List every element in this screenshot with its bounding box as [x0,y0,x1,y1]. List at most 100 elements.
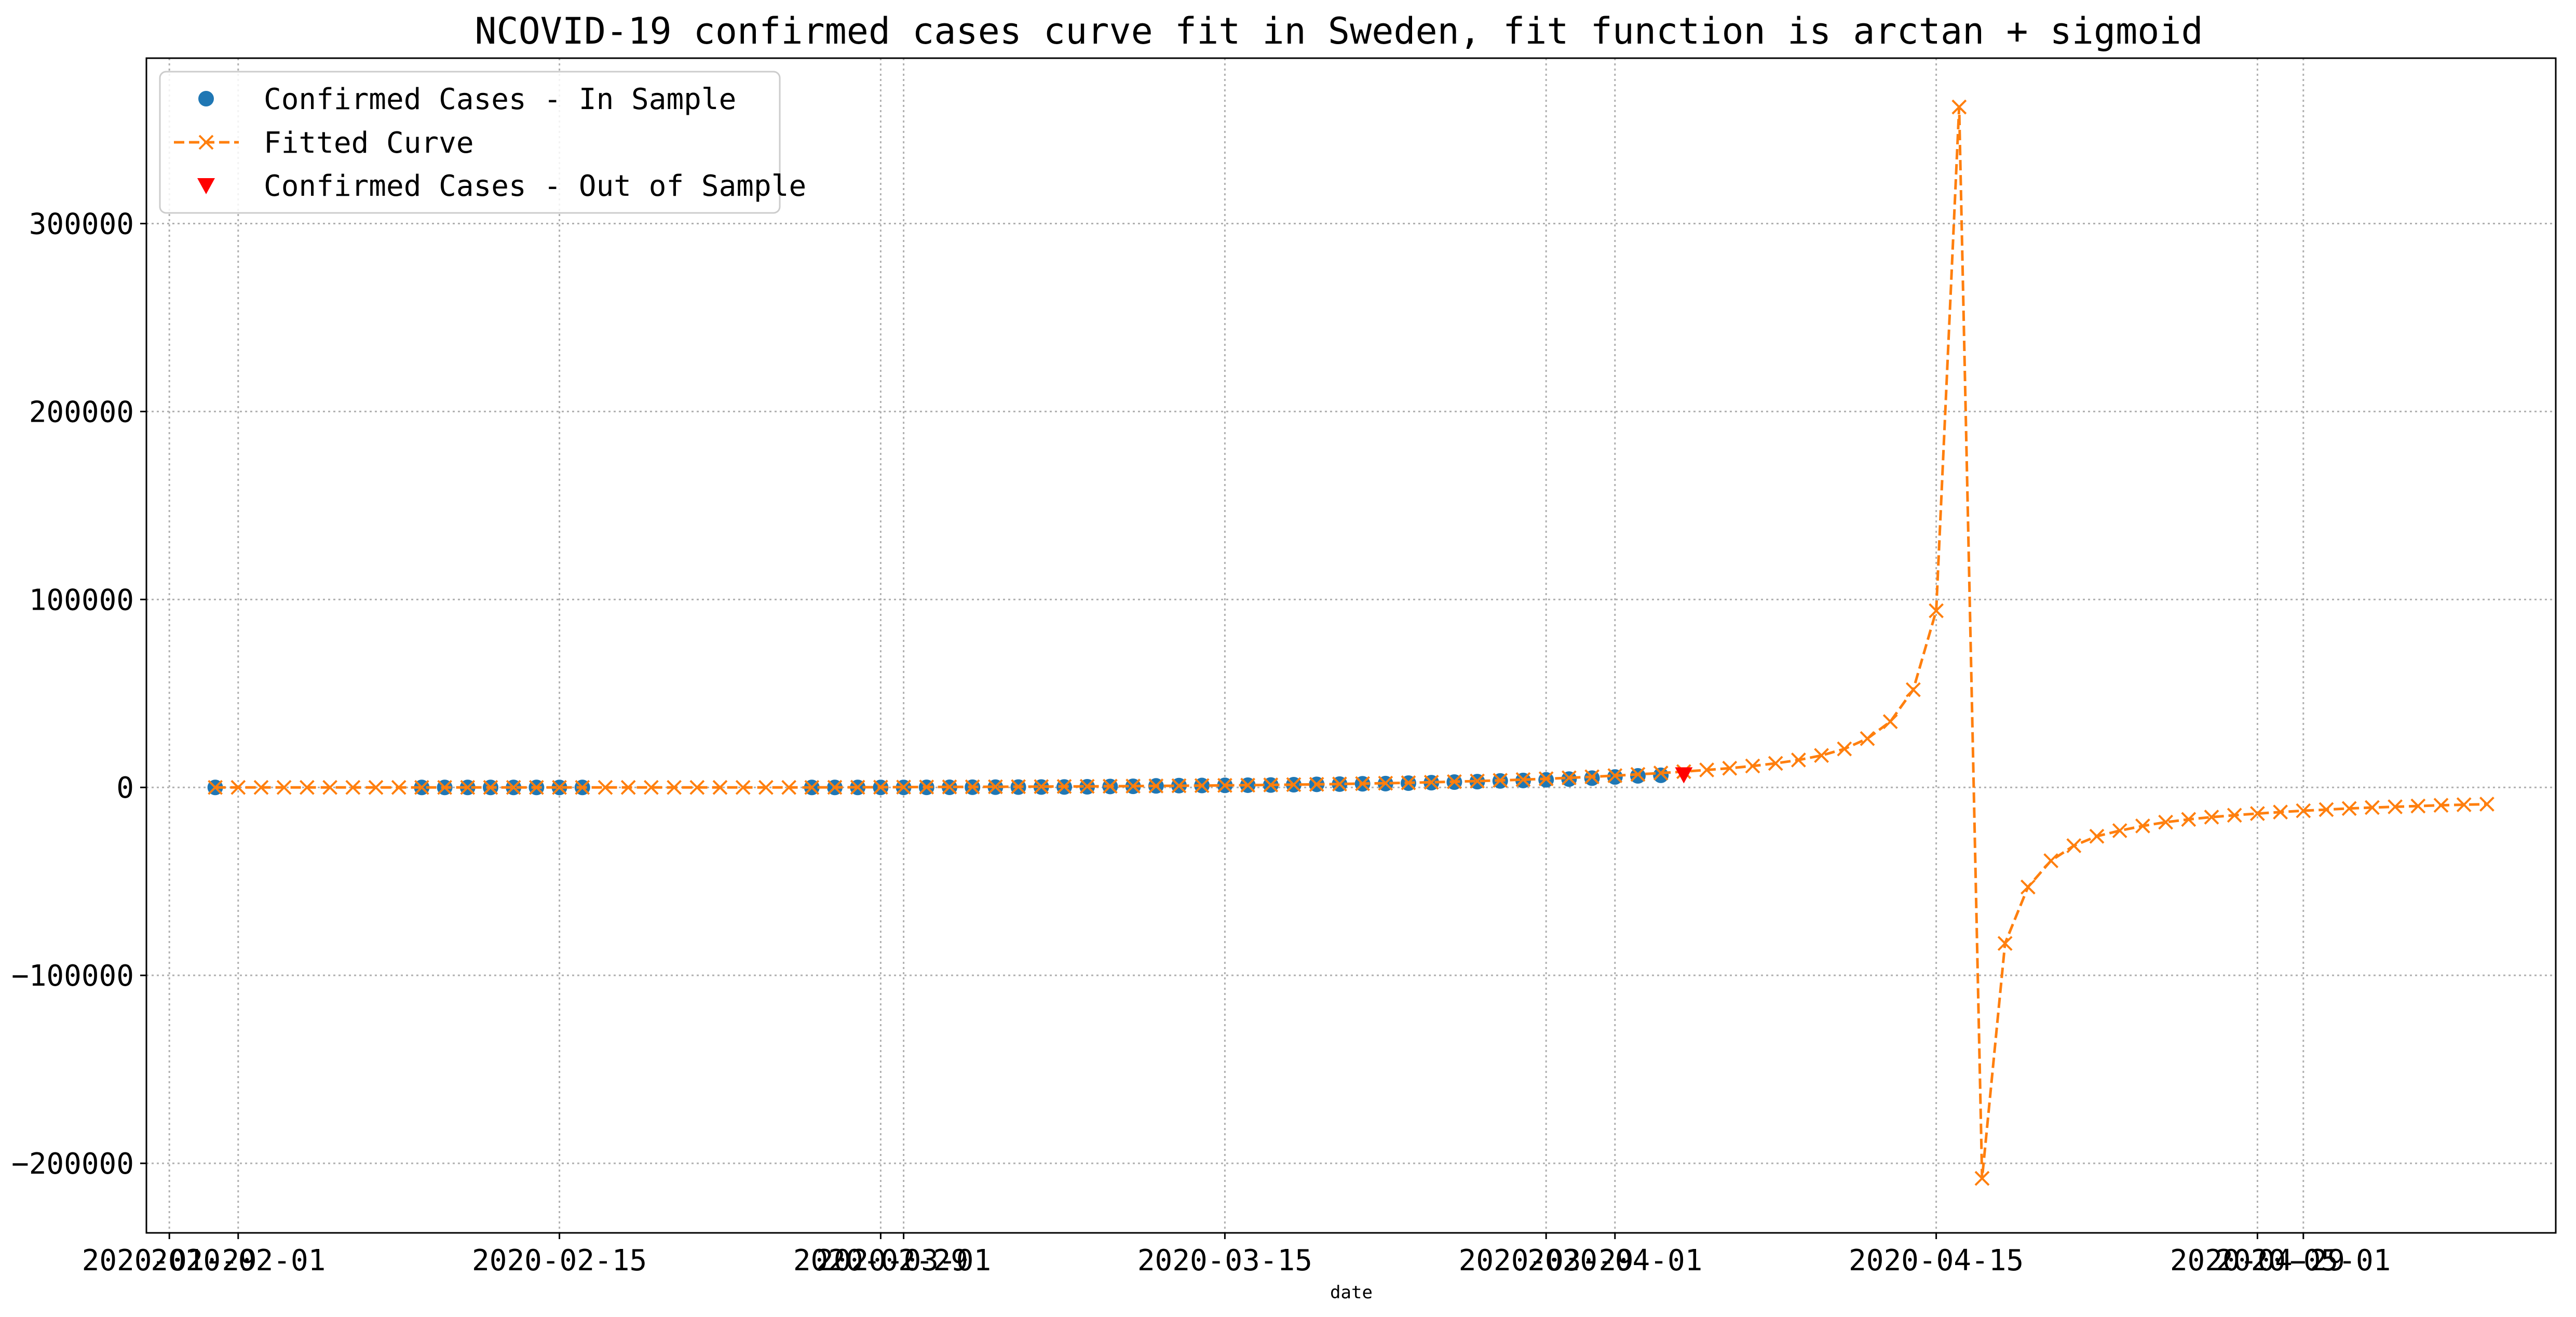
fitted-curve-point [299,780,315,795]
x-tick-label: 2020-04-15 [1849,1244,2024,1278]
x-tick-label: 2020-04-01 [1527,1244,1702,1278]
x-tick-label: 2020-03-15 [1137,1244,1312,1278]
y-tick-label: 300000 [29,207,134,241]
fitted-curve-point [483,780,498,795]
fitted-curve-point [528,780,544,795]
y-tick-label: 200000 [29,395,134,429]
x-tick-label: 2020-02-29 [793,1244,968,1278]
fitted-curve-point [1401,775,1416,790]
fitted-curve-point [1194,778,1210,794]
fitted-curve-point [758,780,774,795]
fitted-curve-point [2249,806,2265,821]
fitted-curve-point [231,780,246,795]
y-tick-label: −200000 [11,1147,134,1181]
y-tick-label: −100000 [11,959,134,993]
fitted-curve-point [322,780,338,795]
fitted-curve-point [896,780,912,795]
fitted-curve-point [598,780,613,795]
fitted-curve-point [1102,778,1118,794]
fitted-curve-point [2158,814,2174,830]
fitted-curve-point [437,780,453,795]
fitted-curve-point [253,780,269,795]
fitted-curve-point [2273,804,2288,820]
fitted-curve-point [1951,99,1967,115]
fitted-curve-point [1768,756,1783,771]
x-axis-label: date [1330,1282,1373,1303]
fitted-curve-point [391,780,406,795]
x-tick-label: 2020-04-29 [2170,1244,2345,1278]
fitted-curve-point [827,780,843,795]
y-tick-label: 0 [116,771,134,805]
fitted-curve-point [987,779,1003,795]
legend-fitted-marker [198,135,214,150]
fitted-curve-point [1997,936,2013,951]
fitted-curve-point [2456,797,2472,812]
in-sample-point [1653,767,1669,783]
fitted-curve-point [1286,777,1301,792]
legend-label: Fitted Curve [264,126,474,160]
fitted-curve-point [1630,767,1646,782]
fitted-curve-point [712,780,728,795]
axes-frame [145,57,2557,1234]
fitted-curve-point [1309,776,1324,792]
fitted-curve-point [1240,777,1256,793]
legend: Confirmed Cases - In Sample Fitted Curve C… [159,71,806,214]
fitted-curve-point [1034,779,1049,795]
fitted-curve-point [1538,771,1554,786]
x-tick-label: 2020-01-29 [82,1244,257,1278]
fitted-curve-point [2388,799,2403,814]
fitted-curve-point [1355,776,1371,791]
fitted-curve-point [575,780,590,795]
fitted-curve-point [2020,879,2036,895]
legend-in-sample-marker [198,91,214,106]
fitted-curve-point [2227,808,2242,823]
y-tick-label: 100000 [29,583,134,617]
fitted-curve-point [1446,774,1462,789]
fitted-curve-point [2043,853,2059,868]
chart-title: NCOVID-19 confirmed cases curve fit in S… [474,10,2203,52]
fitted-curve-point [1905,682,1921,697]
x-tick-label: 2020-02-01 [151,1244,326,1278]
fitted-curve-line [215,106,2487,1179]
fitted-curve-point [919,780,934,795]
fitted-curve-point [643,780,659,795]
fitted-curve-point [1929,603,1944,619]
fitted-curve-point [1493,773,1508,788]
legend-out-of-sample-marker [197,178,215,194]
fitted-curve-point [1699,762,1715,778]
fitted-curve-point [1653,765,1669,781]
fitted-curve-point [1837,741,1852,757]
fitted-curve-point [552,780,567,795]
fitted-curve-point [942,779,957,795]
fitted-curve-point [1974,1171,1990,1186]
fitted-curve-point [2112,823,2127,838]
fitted-curve-point [1126,778,1141,794]
fitted-curve-point [735,780,751,795]
fitted-curve-point [1217,777,1232,793]
fitted-curve-point [1860,731,1875,746]
fitted-curve-point [1584,769,1600,785]
x-tick-label: 2020-05-01 [2216,1244,2391,1278]
fitted-curve-point [2479,797,2494,812]
fitted-curve-point [620,780,636,795]
y-axis: −200000 −100000 0 100000 200000 300000 [11,207,146,1181]
fitted-curve-point [208,780,223,795]
fitted-curve-point [2296,803,2311,818]
fitted-curve-point [781,780,797,795]
x-tick-label: 2020-03-01 [816,1244,991,1278]
fitted-curve-point [1814,748,1829,763]
fitted-curve-point [1378,775,1393,791]
x-tick-label: 2020-02-15 [472,1244,647,1278]
fitted-curve-point [1011,779,1026,795]
fitted-curve-point [1561,770,1577,786]
fitted-curve-point [460,780,476,795]
grid [146,58,2556,1233]
fitted-curve-point [1722,760,1738,776]
out-of-sample-point [1675,767,1693,784]
fitted-curve-point [2341,801,2357,816]
fitted-curve-point [1263,777,1279,792]
fitted-curve-point [804,780,820,795]
fitted-curve-point [2364,800,2380,815]
fitted-curve-point [1791,752,1806,768]
